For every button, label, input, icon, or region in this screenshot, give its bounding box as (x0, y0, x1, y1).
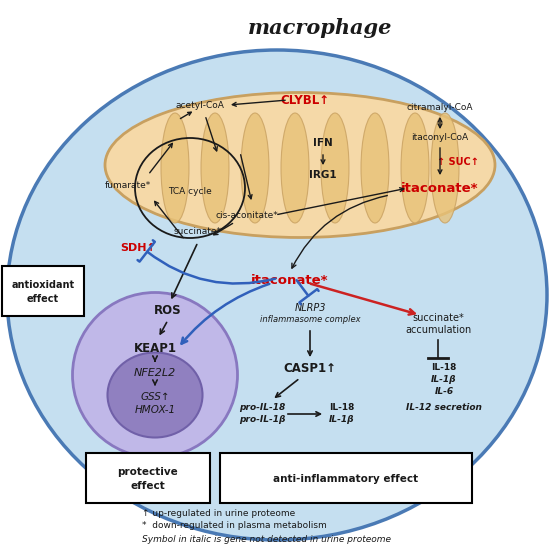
Ellipse shape (105, 92, 495, 238)
FancyBboxPatch shape (220, 453, 472, 503)
Text: HMOX-1: HMOX-1 (135, 405, 176, 415)
Ellipse shape (107, 352, 203, 438)
Ellipse shape (7, 50, 547, 540)
Text: itaconyl-CoA: itaconyl-CoA (412, 133, 469, 143)
Text: IL-12 secretion: IL-12 secretion (406, 404, 482, 412)
Text: itaconate*: itaconate* (401, 182, 479, 194)
Text: ↑ up-regulated in urine proteome: ↑ up-regulated in urine proteome (142, 508, 295, 518)
Ellipse shape (361, 113, 389, 223)
Text: KEAP1: KEAP1 (134, 341, 177, 355)
Text: succinate*: succinate* (412, 313, 464, 323)
FancyBboxPatch shape (86, 453, 210, 503)
Text: macrophage: macrophage (248, 18, 392, 38)
Text: ROS: ROS (154, 304, 182, 317)
Ellipse shape (73, 293, 238, 457)
Text: fumarate*: fumarate* (105, 181, 151, 189)
Ellipse shape (321, 113, 349, 223)
Text: GSS↑: GSS↑ (140, 392, 170, 402)
Text: SDH↑: SDH↑ (120, 243, 156, 253)
Text: CLYBL↑: CLYBL↑ (280, 93, 330, 107)
Ellipse shape (281, 113, 309, 223)
Text: acetyl-CoA: acetyl-CoA (176, 100, 224, 109)
Text: IL-6: IL-6 (434, 388, 454, 396)
Text: antioxidant
effect: antioxidant effect (12, 281, 75, 304)
Text: itaconate*: itaconate* (252, 273, 329, 287)
Text: Symbol in italic is gene not detected in urine proteome: Symbol in italic is gene not detected in… (142, 535, 391, 544)
Text: accumulation: accumulation (405, 325, 471, 335)
Text: IL-1β: IL-1β (329, 416, 355, 424)
Ellipse shape (201, 113, 229, 223)
Text: cis-aconitate*: cis-aconitate* (216, 210, 278, 220)
Text: NFE2L2: NFE2L2 (134, 368, 176, 378)
Text: TCA cycle: TCA cycle (168, 188, 212, 197)
Ellipse shape (401, 113, 429, 223)
Text: IRG1: IRG1 (309, 170, 337, 180)
Text: IL-18: IL-18 (432, 363, 456, 373)
Text: anti-inflammatory effect: anti-inflammatory effect (274, 474, 419, 484)
Text: *  down-regulated in plasma metabolism: * down-regulated in plasma metabolism (142, 522, 327, 530)
Text: citramalyl-CoA: citramalyl-CoA (407, 104, 473, 113)
Text: IL-18: IL-18 (329, 404, 355, 412)
FancyBboxPatch shape (2, 266, 84, 316)
Text: inflammasome complex: inflammasome complex (260, 316, 360, 324)
Text: IL-1β: IL-1β (431, 376, 457, 384)
Text: protective
effect: protective effect (117, 467, 178, 491)
Ellipse shape (241, 113, 269, 223)
Text: pro-IL-18: pro-IL-18 (239, 404, 285, 412)
Text: succinate*: succinate* (174, 227, 222, 237)
Text: CASP1↑: CASP1↑ (284, 361, 336, 374)
Text: IFN: IFN (313, 138, 333, 148)
Ellipse shape (431, 113, 459, 223)
Text: pro-IL-1β: pro-IL-1β (239, 416, 285, 424)
Text: ↑ SUC↑: ↑ SUC↑ (437, 157, 479, 167)
Text: NLRP3: NLRP3 (294, 303, 326, 313)
Ellipse shape (161, 113, 189, 223)
